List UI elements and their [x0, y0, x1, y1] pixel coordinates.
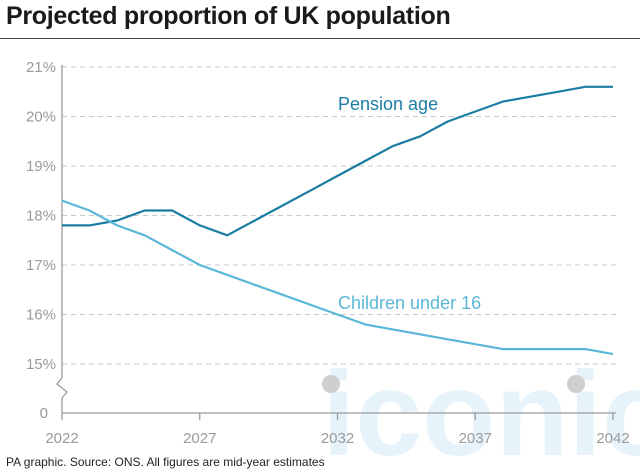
gridlines — [62, 66, 616, 365]
watermark-dot — [567, 375, 585, 393]
x-tick-label: 2042 — [596, 430, 629, 447]
source-note: PA graphic. Source: ONS. All figures are… — [6, 455, 325, 469]
series-labels: Pension age Children under 16 — [338, 94, 481, 313]
y-tick-label: 15% — [26, 356, 56, 373]
x-tick-label: 2037 — [459, 430, 492, 447]
axis-break — [56, 377, 68, 399]
y-tick-label: 21% — [26, 59, 56, 76]
watermark-text: iconic — [322, 347, 640, 474]
series-label-pension-age: Pension age — [338, 94, 438, 114]
y-tick-label: 16% — [26, 307, 56, 324]
x-tick-label: 2027 — [183, 430, 216, 447]
y-tick-label: 20% — [26, 109, 56, 126]
chart-title: Projected proportion of UK population — [6, 2, 451, 30]
y-tick-label-zero: 0 — [40, 405, 48, 422]
y-tick-labels: 21% 20% 19% 18% 17% 16% 15% 0 — [26, 59, 56, 422]
x-tick-label: 2032 — [321, 430, 354, 447]
y-tick-label: 18% — [26, 208, 56, 225]
series-line-children-under-16 — [61, 199, 614, 356]
title-rule — [0, 38, 640, 39]
series-lines — [61, 85, 614, 356]
x-tick-labels: 2022 2027 2032 2037 2042 — [45, 413, 630, 447]
y-tick-label: 19% — [26, 158, 56, 175]
iconic-watermark: iconic — [322, 347, 640, 474]
watermark-dot — [322, 375, 340, 393]
axes — [56, 65, 616, 414]
series-line-pension-age — [62, 85, 613, 237]
x-tick-label: 2022 — [45, 430, 78, 447]
series-label-children-under-16: Children under 16 — [338, 293, 481, 313]
y-tick-label: 17% — [26, 257, 56, 274]
